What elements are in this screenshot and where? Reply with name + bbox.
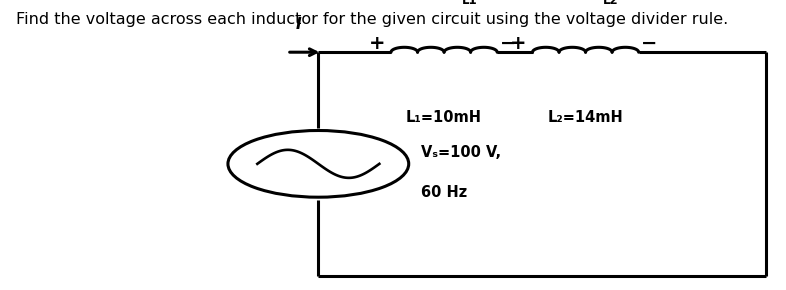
Text: −: − [500, 34, 516, 53]
Text: +: + [369, 34, 385, 53]
Text: L1: L1 [461, 0, 477, 7]
Text: Find the voltage across each inductor for the given circuit using the voltage di: Find the voltage across each inductor fo… [16, 12, 728, 27]
Text: 60 Hz: 60 Hz [421, 185, 467, 200]
Text: L₂=14mH: L₂=14mH [548, 110, 623, 125]
Text: −: − [641, 34, 658, 53]
Text: L₁=10mH: L₁=10mH [406, 110, 482, 125]
Text: +: + [510, 34, 527, 53]
Text: I: I [296, 17, 302, 32]
Circle shape [228, 130, 409, 197]
Text: Vₛ=100 V,: Vₛ=100 V, [421, 145, 501, 160]
Text: L2: L2 [603, 0, 619, 7]
